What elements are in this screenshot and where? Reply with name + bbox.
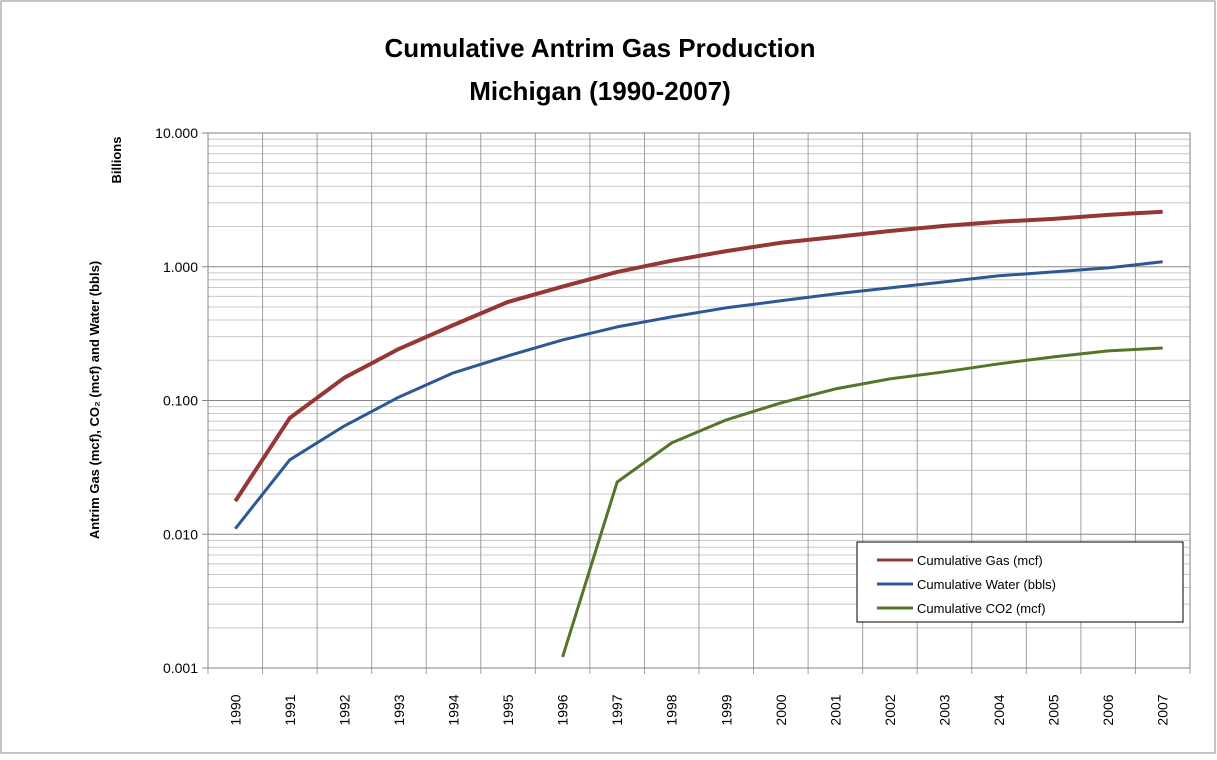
y-unit-label: Billions (109, 137, 124, 184)
y-tick-label: 0.010 (163, 526, 198, 542)
x-tick-label: 2004 (991, 694, 1007, 725)
x-tick-label: 1999 (718, 694, 734, 725)
legend-label: Cumulative CO2 (mcf) (917, 601, 1046, 616)
y-tick-label: 0.001 (163, 660, 198, 676)
series-line (234, 260, 1163, 530)
series-line (561, 346, 1163, 658)
x-tick-label: 2006 (1100, 694, 1116, 725)
x-tick-label: 2002 (882, 694, 898, 725)
x-tick-label: 2000 (773, 694, 789, 725)
x-tick-label: 2003 (937, 694, 953, 725)
legend-label: Cumulative Gas (mcf) (917, 553, 1043, 568)
x-tick-label: 2001 (827, 694, 843, 725)
y-axis-label: Antrim Gas (mcf), CO₂ (mcf) and Water (b… (87, 261, 102, 539)
y-tick-label: 10.000 (155, 125, 198, 141)
x-tick-label: 1995 (500, 694, 516, 725)
y-tick-label: 0.100 (163, 393, 198, 409)
y-tick-label: 1.000 (163, 259, 198, 275)
x-tick-label: 1990 (227, 694, 243, 725)
chart-subtitle: Michigan (1990-2007) (469, 76, 731, 106)
x-tick-label: 1998 (664, 694, 680, 725)
x-tick-label: 1992 (336, 694, 352, 725)
plot-area (207, 132, 1191, 669)
legend-label: Cumulative Water (bbls) (917, 577, 1056, 592)
plot-lines (233, 209, 1163, 658)
x-tick-label: 1996 (555, 694, 571, 725)
chart-title: Cumulative Antrim Gas Production (385, 33, 816, 63)
x-tick-label: 2007 (1155, 694, 1171, 725)
x-tick-label: 1991 (282, 694, 298, 725)
x-tick-label: 1993 (391, 694, 407, 725)
series-line (233, 209, 1163, 503)
x-tick-label: 2005 (1046, 694, 1062, 725)
x-tick-label: 1994 (446, 694, 462, 725)
x-tick-label: 1997 (609, 694, 625, 725)
